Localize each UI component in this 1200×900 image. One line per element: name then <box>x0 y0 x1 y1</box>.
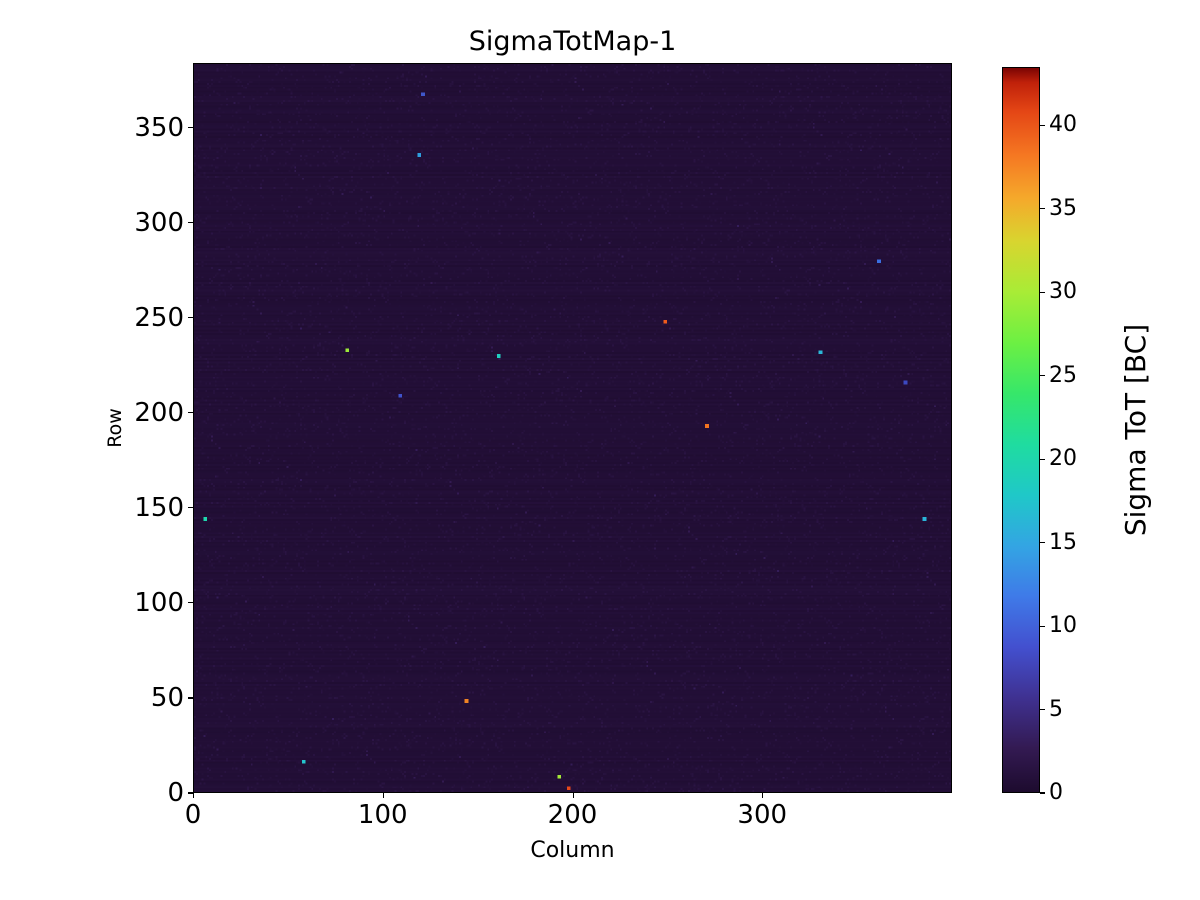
x-tick-label: 100 <box>357 800 408 830</box>
colorbar-label: Sigma ToT [BC] <box>1119 323 1152 537</box>
colorbar-tick-label: 20 <box>1049 446 1077 472</box>
colorbar-tick-mark <box>1040 792 1045 794</box>
y-tick-mark <box>188 507 193 509</box>
y-tick-mark <box>188 127 193 129</box>
y-tick-label: 100 <box>134 587 184 618</box>
x-tick-mark <box>382 793 384 798</box>
heatmap-axes[interactable] <box>193 63 952 793</box>
colorbar[interactable] <box>1002 67 1040 793</box>
y-tick-label: 300 <box>134 207 184 238</box>
y-tick-label: 0 <box>167 778 184 808</box>
colorbar-tick-mark <box>1040 375 1045 377</box>
y-tick-mark <box>188 697 193 699</box>
page-title: SigmaTotMap-1 <box>468 26 677 57</box>
x-tick-label: 200 <box>547 800 598 830</box>
colorbar-tick-label: 25 <box>1049 362 1077 388</box>
colorbar-tick-label: 0 <box>1049 780 1063 805</box>
y-tick-label: 50 <box>150 682 184 713</box>
y-tick-label: 200 <box>134 397 184 428</box>
colorbar-tick-label: 30 <box>1049 279 1077 305</box>
x-tick-mark <box>193 793 195 798</box>
colorbar-tick-mark <box>1040 542 1045 544</box>
y-tick-mark <box>188 222 193 224</box>
colorbar-gradient <box>1003 68 1039 792</box>
colorbar-tick-mark <box>1040 291 1045 293</box>
y-tick-label: 350 <box>134 112 184 143</box>
y-tick-mark <box>188 412 193 414</box>
heatmap-image[interactable] <box>194 64 951 792</box>
y-tick-mark <box>188 602 193 604</box>
x-tick-mark <box>762 793 764 798</box>
colorbar-tick-label: 15 <box>1049 529 1077 555</box>
colorbar-tick-mark <box>1040 124 1045 126</box>
x-axis-label: Column <box>530 838 615 863</box>
y-tick-mark <box>188 317 193 319</box>
y-axis-label: Row <box>104 408 126 448</box>
colorbar-tick-mark <box>1040 458 1045 460</box>
y-tick-label: 250 <box>134 302 184 333</box>
colorbar-tick-label: 35 <box>1049 195 1077 221</box>
x-tick-label: 0 <box>184 800 202 830</box>
colorbar-tick-mark <box>1040 708 1045 711</box>
x-tick-label: 300 <box>737 800 788 830</box>
colorbar-tick-label: 5 <box>1049 696 1063 722</box>
colorbar-tick-mark <box>1040 625 1045 627</box>
colorbar-tick-label: 40 <box>1049 112 1077 138</box>
y-tick-label: 150 <box>134 492 184 523</box>
x-tick-mark <box>572 793 574 798</box>
y-tick-mark <box>188 792 193 794</box>
colorbar-tick-mark <box>1040 208 1045 210</box>
colorbar-tick-label: 10 <box>1049 613 1077 639</box>
